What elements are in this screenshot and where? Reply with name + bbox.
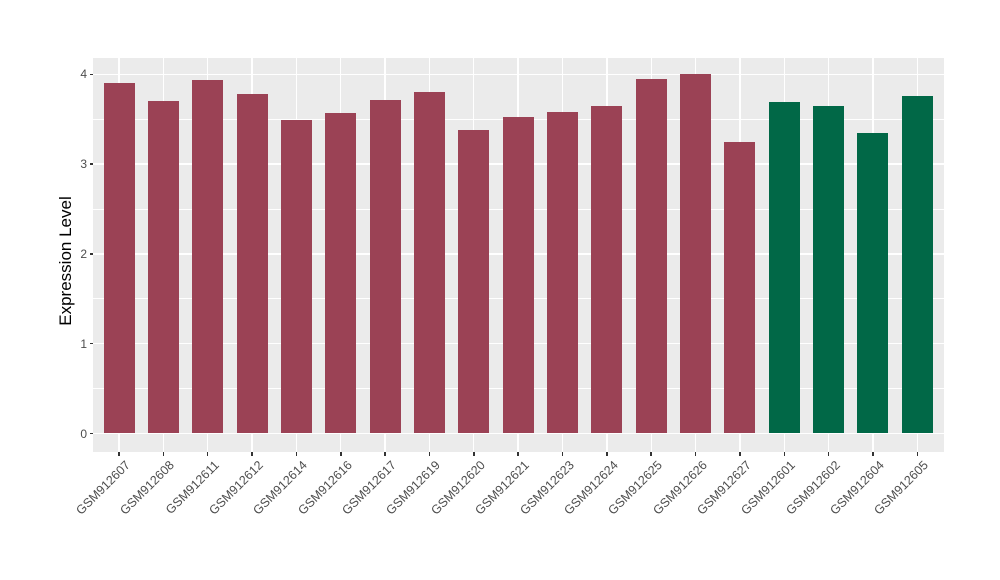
x-tick-mark xyxy=(606,452,608,456)
bar-GSM912607 xyxy=(103,83,135,434)
y-tick-label: 0 xyxy=(80,426,87,441)
x-tick-mark xyxy=(872,452,874,456)
bar-GSM912602 xyxy=(813,105,845,434)
x-tick-mark xyxy=(473,452,475,456)
bar-GSM912614 xyxy=(280,120,312,434)
x-tick-mark xyxy=(783,452,785,456)
bar-GSM912611 xyxy=(192,79,224,434)
bar-GSM912619 xyxy=(413,92,445,434)
y-tick-label: 1 xyxy=(80,336,87,351)
x-tick-mark xyxy=(340,452,342,456)
y-tick-mark xyxy=(89,253,93,255)
bar-GSM912608 xyxy=(147,101,179,434)
x-tick-mark xyxy=(118,452,120,456)
x-tick-mark xyxy=(517,452,519,456)
y-tick-mark xyxy=(89,163,93,165)
bar-GSM912617 xyxy=(369,100,401,434)
x-tick-mark xyxy=(384,452,386,456)
bar-GSM912612 xyxy=(236,94,268,434)
bar-GSM912623 xyxy=(547,112,578,434)
x-tick-mark xyxy=(206,452,209,456)
bar-GSM912621 xyxy=(502,116,534,434)
x-tick-mark xyxy=(694,452,697,456)
bar-GSM912627 xyxy=(724,141,756,434)
y-tick-label: 2 xyxy=(80,246,87,261)
x-tick-mark xyxy=(428,452,431,456)
bar-GSM912616 xyxy=(325,112,357,434)
bar-GSM912620 xyxy=(458,129,490,434)
x-tick-mark xyxy=(162,452,165,456)
bar-GSM912624 xyxy=(591,105,623,434)
bar-GSM912604 xyxy=(857,132,889,434)
bar-GSM912601 xyxy=(768,102,800,434)
bar-GSM912625 xyxy=(635,78,667,434)
y-tick-mark xyxy=(89,73,93,76)
y-axis-title-text: Expression Level xyxy=(56,196,75,326)
plot-panel xyxy=(93,58,944,452)
x-tick-mark xyxy=(827,452,830,456)
x-tick-mark xyxy=(916,452,919,456)
x-tick-mark xyxy=(561,452,564,456)
x-tick-mark xyxy=(650,452,652,456)
y-tick-mark xyxy=(89,342,93,345)
bar-GSM912605 xyxy=(901,95,933,434)
y-tick-mark xyxy=(89,432,93,435)
x-tick-mark xyxy=(251,452,253,456)
x-tick-mark xyxy=(739,452,741,456)
x-tick-mark xyxy=(295,452,298,456)
bar-GSM912626 xyxy=(680,74,712,434)
y-tick-label: 3 xyxy=(80,157,87,172)
y-tick-label: 4 xyxy=(80,67,87,82)
